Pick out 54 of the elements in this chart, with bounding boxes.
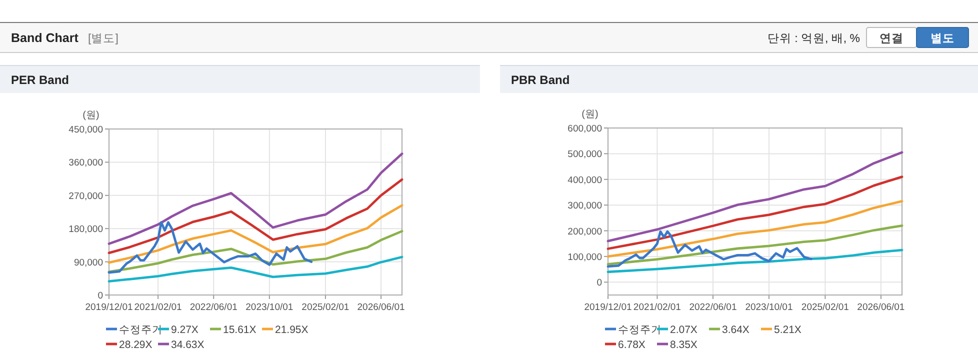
y-tick-label: 270,000	[68, 190, 103, 202]
x-tick-label: 2025/02/01	[302, 302, 350, 313]
line-series	[108, 221, 313, 274]
legend-label: 3.64X	[722, 324, 750, 336]
y-tick-label: 180,000	[68, 224, 103, 236]
legend-label: 5.21X	[774, 324, 802, 336]
legend-label: 15.61X	[223, 324, 256, 336]
y-tick-label: 360,000	[68, 158, 103, 169]
line-series	[108, 256, 404, 283]
legend-label: 수정주가	[618, 324, 662, 336]
y-tick-label: 100,000	[568, 252, 602, 263]
y-tick-label: 500,000	[568, 149, 602, 160]
x-tick-label: 2026/06/01	[357, 302, 405, 313]
x-tick-label: 2019/12/01	[584, 302, 632, 313]
line-series	[606, 248, 904, 274]
line-series	[606, 200, 904, 258]
legend-label: 9.27X	[171, 324, 198, 336]
legend-label: 수정주가	[119, 324, 163, 336]
line-series	[606, 151, 904, 242]
y-axis-title: (원)	[582, 109, 598, 120]
x-tick-label: 2021/02/01	[633, 302, 681, 313]
legend-label: 6.78X	[618, 339, 646, 351]
x-tick-label: 2023/10/01	[246, 302, 294, 313]
page-header: Band Chart [별도] 단위 : 억원, 배, % 연결 별도	[11, 27, 969, 48]
x-tick-label: 2019/12/01	[85, 302, 133, 313]
legend-label: 21.95X	[275, 324, 308, 336]
legend-label: 8.35X	[670, 339, 698, 351]
line-series	[606, 176, 904, 250]
x-tick-label: 2025/02/01	[801, 302, 849, 313]
y-tick-label: 450,000	[68, 124, 103, 136]
line-series	[108, 230, 404, 273]
chart-title: PER Band	[11, 73, 70, 87]
x-tick-label: 2022/06/01	[190, 302, 238, 313]
y-axis-title: (원)	[82, 110, 100, 121]
legend-label: 2.07X	[670, 324, 698, 336]
y-tick-label: 200,000	[568, 226, 602, 238]
x-tick-label: 2022/06/01	[689, 302, 737, 313]
legend-label: 34.63X	[171, 339, 204, 351]
line-series	[108, 204, 404, 264]
y-tick-label: 400,000	[568, 174, 602, 186]
y-tick-label: 300,000	[568, 200, 602, 212]
y-tick-label: 0	[98, 290, 103, 302]
legend-label: 28.29X	[119, 339, 152, 351]
line-series	[108, 152, 404, 245]
y-tick-label: 600,000	[568, 124, 602, 134]
chart-title: PBR Band	[511, 73, 570, 87]
x-tick-label: 2023/10/01	[745, 302, 793, 313]
line-series	[108, 178, 404, 254]
x-tick-label: 2026/06/01	[857, 302, 905, 313]
line-series	[606, 230, 812, 268]
line-series	[606, 224, 904, 266]
y-tick-label: 90,000	[74, 257, 103, 268]
x-tick-label: 2021/02/01	[134, 302, 182, 313]
y-tick-label: 0	[596, 278, 602, 289]
